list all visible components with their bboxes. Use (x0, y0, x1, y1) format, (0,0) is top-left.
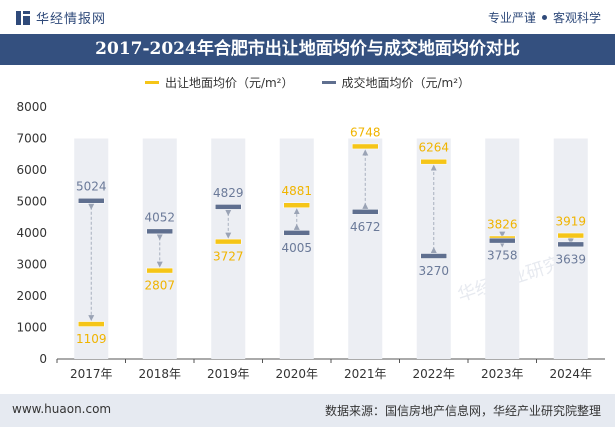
y-tick-label: 6000 (16, 163, 47, 177)
brand: 华经情报网 (16, 8, 106, 27)
chart-title: 2017-2024年合肥市出让地面均价与成交地面均价对比 (0, 34, 615, 65)
series1-data-label: 6264 (418, 141, 449, 155)
series2-marker (420, 253, 447, 259)
series2-marker (557, 241, 584, 248)
series2-marker (283, 230, 310, 236)
y-tick-label: 8000 (16, 100, 47, 114)
tagline: 专业严谨 客观科学 (488, 9, 601, 26)
series1-data-label: 2807 (144, 279, 175, 293)
y-tick-label: 4000 (16, 226, 47, 240)
y-tick-label: 3000 (16, 258, 47, 272)
x-tick-label: 2019年 (207, 367, 250, 381)
legend-swatch-series1 (144, 80, 159, 84)
series2-data-label: 4052 (144, 210, 175, 224)
legend-swatch-series2 (321, 80, 336, 84)
top-bar: 华经情报网 专业严谨 客观科学 (0, 0, 615, 34)
series2-marker (146, 228, 173, 235)
tagline-right: 客观科学 (552, 11, 601, 25)
series2-marker (215, 204, 242, 210)
chart-plot: 华经产业研究院010002000300040005000600070008000… (16, 100, 605, 381)
x-tick-label: 2017年 (70, 367, 113, 381)
x-tick-label: 2023年 (481, 367, 524, 381)
brand-name: 华经情报网 (36, 12, 107, 27)
legend-item-series2: 成交地面均价（元/m²） (321, 74, 471, 91)
legend: 出让地面均价（元/m²） 成交地面均价（元/m²） (0, 72, 615, 92)
series2-data-label: 3639 (555, 252, 586, 266)
series2-data-label: 4005 (281, 241, 312, 255)
legend-label-series1: 出让地面均价（元/m²） (164, 75, 294, 90)
series1-data-label: 1109 (76, 332, 107, 346)
footer-url[interactable]: www.huaon.com (12, 402, 112, 416)
footer-source: 数据来源：国信房地产信息网，华经产业研究院整理 (324, 404, 601, 418)
y-tick-label: 5000 (16, 195, 47, 209)
legend-item-series1: 出让地面均价（元/m²） (144, 74, 294, 91)
category-band (348, 138, 383, 359)
series1-marker (283, 202, 310, 208)
series1-marker (78, 321, 105, 327)
category-band (553, 138, 588, 359)
series1-marker (352, 143, 379, 150)
series2-data-label: 3758 (487, 249, 518, 263)
series1-marker (420, 158, 447, 165)
series1-data-label: 4881 (281, 184, 312, 198)
series1-data-label: 3727 (213, 250, 244, 264)
series1-data-label: 3826 (487, 217, 518, 231)
legend-label-series2: 成交地面均价（元/m²） (341, 75, 471, 90)
series2-data-label: 3270 (418, 264, 449, 278)
y-tick-label: 0 (39, 352, 47, 366)
series2-data-label: 4672 (350, 220, 381, 234)
category-band (211, 138, 246, 359)
y-tick-label: 1000 (16, 321, 47, 335)
series1-data-label: 6748 (350, 125, 381, 139)
series1-marker (215, 238, 242, 245)
tagline-left: 专业严谨 (487, 11, 536, 25)
y-tick-label: 2000 (16, 289, 47, 303)
series2-data-label: 5024 (76, 180, 107, 194)
series2-marker (78, 197, 105, 204)
x-tick-label: 2021年 (344, 367, 387, 381)
series1-marker (557, 232, 584, 239)
tagline-dot-icon (541, 15, 547, 20)
y-tick-label: 7000 (16, 132, 47, 146)
series2-data-label: 4829 (213, 186, 244, 200)
category-band (485, 138, 520, 359)
series2-marker (352, 209, 379, 215)
footer: www.huaon.com 数据来源：国信房地产信息网，华经产业研究院整理 (0, 394, 615, 427)
x-tick-label: 2022年 (412, 367, 455, 381)
brand-logo-icon (16, 10, 30, 25)
category-band (279, 138, 314, 359)
series2-marker (489, 237, 516, 244)
series1-marker (146, 267, 173, 274)
x-tick-label: 2020年 (275, 367, 318, 381)
series1-data-label: 3919 (555, 215, 586, 229)
x-tick-label: 2018年 (138, 367, 181, 381)
x-tick-label: 2024年 (549, 367, 592, 381)
